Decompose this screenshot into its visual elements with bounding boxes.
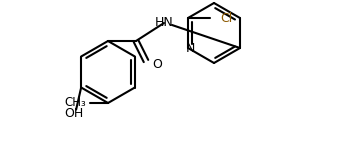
Text: N: N — [185, 42, 195, 56]
Text: HN: HN — [155, 15, 173, 28]
Text: CH₃: CH₃ — [64, 96, 86, 110]
Text: O: O — [152, 58, 162, 72]
Text: OH: OH — [65, 107, 84, 120]
Text: Cl: Cl — [220, 12, 232, 24]
